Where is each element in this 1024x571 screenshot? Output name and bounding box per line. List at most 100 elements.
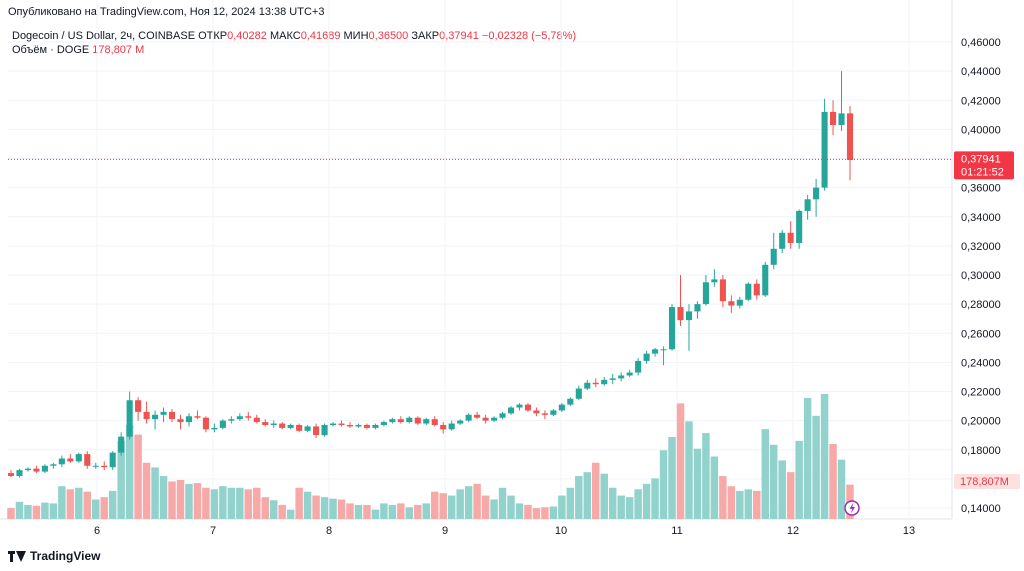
volume-label[interactable]: Объём · DOGE <box>12 44 90 56</box>
candle-body <box>550 410 557 415</box>
ohlc-legend: Dogecoin / US Dollar, 2ч, COINBASE ОТКР0… <box>12 30 576 42</box>
candle-body <box>533 410 540 414</box>
candle-body <box>796 210 803 243</box>
candle-body <box>152 414 159 420</box>
volume-bar <box>532 508 541 519</box>
time-axis[interactable]: 6 7 8 9 10 11 12 13 <box>94 525 915 537</box>
volume-bar <box>702 433 710 519</box>
volume-bar <box>75 487 83 519</box>
volume-bar <box>608 487 617 519</box>
volume-bar <box>66 489 75 519</box>
volume-bar <box>634 489 642 519</box>
candle-body <box>711 279 718 283</box>
volume-bar <box>625 497 634 519</box>
volume-bar <box>803 397 812 519</box>
candle-body <box>135 400 142 412</box>
volume-bar <box>142 462 151 519</box>
candle-body <box>270 423 277 425</box>
candlesticks <box>7 71 854 478</box>
x-tick-label: 12 <box>787 525 799 537</box>
candle-body <box>643 353 650 361</box>
candle-body <box>507 407 515 414</box>
candle-body <box>719 279 726 302</box>
last-price-badge <box>954 151 1014 180</box>
y-tick-label: 0,24000 <box>961 357 1001 369</box>
volume-bar <box>219 486 227 519</box>
volume-bar <box>414 504 422 519</box>
candle-body <box>24 468 32 471</box>
candle-body <box>694 304 701 312</box>
candle-body <box>287 424 294 428</box>
candle-body <box>677 307 684 321</box>
volume-bar <box>83 491 92 519</box>
volume-bar <box>812 415 820 519</box>
candle-body <box>296 424 303 431</box>
candle-body <box>355 424 362 427</box>
volume-bar <box>269 500 278 519</box>
candle-body <box>846 113 854 160</box>
y-tick-label: 0,32000 <box>961 241 1001 253</box>
close-label: ЗАКР <box>411 30 440 42</box>
volume-bar <box>447 495 456 519</box>
candle-body <box>177 419 184 423</box>
candle-body <box>33 468 40 472</box>
volume-bar <box>354 504 363 519</box>
candle-body <box>448 423 455 430</box>
brand-label: TradingView <box>30 549 101 563</box>
low-label: МИН <box>343 30 369 42</box>
volume-bar <box>575 476 583 519</box>
volume-bar <box>659 450 668 519</box>
symbol-label[interactable]: Dogecoin / US Dollar, 2ч, COINBASE <box>12 30 196 42</box>
volume-bar <box>32 505 41 519</box>
candle-body <box>346 424 354 427</box>
published-caption: Опубликовано на TradingView.com, Ноя 12,… <box>8 6 325 18</box>
candle-body <box>118 436 125 453</box>
candle-body <box>279 423 286 428</box>
volume-bar <box>134 434 142 519</box>
volume-bar <box>168 481 176 519</box>
lightning-icon[interactable] <box>844 500 860 516</box>
price-axis[interactable]: 0,460000,440000,420000,400000,380000,360… <box>951 0 1001 519</box>
candle-body <box>609 378 616 380</box>
candle-body <box>804 199 811 211</box>
volume-bar <box>108 490 117 519</box>
candle-body <box>262 422 269 425</box>
candle-body <box>431 419 438 425</box>
candle-body <box>779 232 786 249</box>
candle-body <box>41 465 48 472</box>
candle-body <box>770 248 777 265</box>
volume-bar <box>566 487 575 519</box>
candle-body <box>524 404 532 411</box>
volume-bar <box>244 489 253 519</box>
candle-body <box>838 113 845 126</box>
change-value: −0,02328 (−5,78%) <box>481 30 577 42</box>
volume-bar <box>278 504 286 519</box>
tradingview-logo[interactable]: TradingView <box>8 549 100 563</box>
volume-bar <box>431 491 439 519</box>
volume-bar <box>261 497 269 519</box>
volume-bar <box>303 491 312 519</box>
candle-body <box>821 111 828 188</box>
candle-body <box>406 417 413 423</box>
candle-body <box>92 465 99 467</box>
volume-bar <box>617 495 625 519</box>
volume-bar <box>490 499 498 519</box>
volume-legend: Объём · DOGE 178,807 M <box>12 44 144 56</box>
close-value: 0,37941 <box>439 30 479 42</box>
volume-bar <box>829 444 837 519</box>
candle-body <box>423 419 430 424</box>
volume-bar <box>253 487 261 519</box>
low-value: 0,36500 <box>368 30 409 42</box>
candle-body <box>762 264 769 296</box>
x-tick-label: 11 <box>671 525 682 537</box>
candle-body <box>253 417 260 423</box>
candle-body <box>219 420 226 428</box>
candle-body <box>389 419 396 423</box>
volume-bar <box>498 487 507 519</box>
volume-bar <box>159 476 168 519</box>
candle-body <box>474 414 481 418</box>
volume-bar <box>286 509 295 519</box>
candle-body <box>202 417 209 430</box>
